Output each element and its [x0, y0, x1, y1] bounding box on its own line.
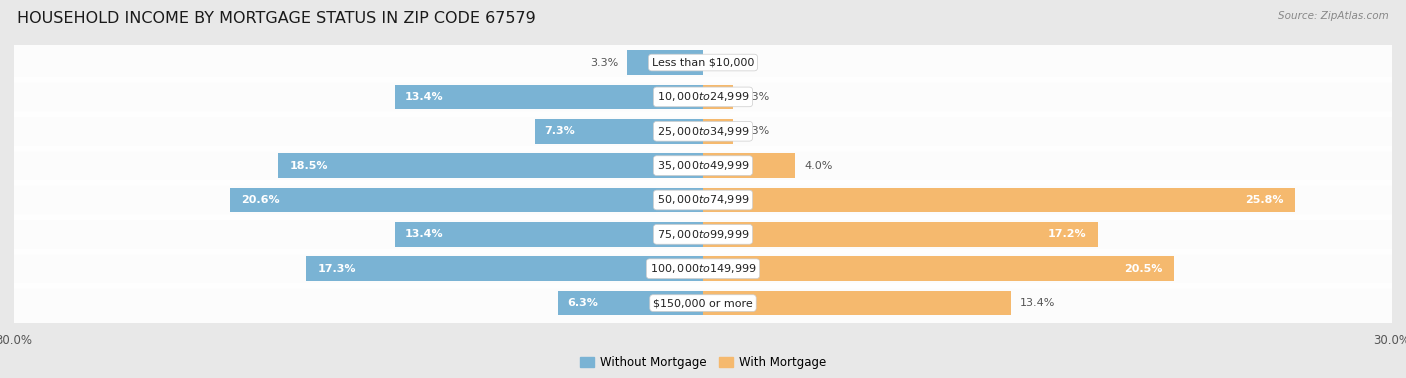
FancyBboxPatch shape	[0, 77, 1406, 117]
Text: Source: ZipAtlas.com: Source: ZipAtlas.com	[1278, 11, 1389, 21]
Text: HOUSEHOLD INCOME BY MORTGAGE STATUS IN ZIP CODE 67579: HOUSEHOLD INCOME BY MORTGAGE STATUS IN Z…	[17, 11, 536, 26]
FancyBboxPatch shape	[0, 283, 1406, 323]
Text: 7.3%: 7.3%	[544, 126, 575, 136]
Bar	[395, 222, 703, 247]
Bar	[703, 291, 1011, 316]
Text: $150,000 or more: $150,000 or more	[654, 298, 752, 308]
Text: 1.3%: 1.3%	[742, 126, 770, 136]
Bar	[305, 256, 703, 281]
Bar	[703, 85, 733, 109]
FancyBboxPatch shape	[0, 249, 1406, 289]
Text: 20.5%: 20.5%	[1123, 264, 1163, 274]
Bar	[278, 153, 703, 178]
Bar	[703, 119, 733, 144]
Text: $100,000 to $149,999: $100,000 to $149,999	[650, 262, 756, 275]
Bar	[231, 187, 703, 212]
Text: 17.3%: 17.3%	[318, 264, 356, 274]
Text: 13.4%: 13.4%	[405, 92, 443, 102]
Text: $10,000 to $24,999: $10,000 to $24,999	[657, 90, 749, 104]
Text: $50,000 to $74,999: $50,000 to $74,999	[657, 194, 749, 206]
Text: $75,000 to $99,999: $75,000 to $99,999	[657, 228, 749, 241]
Bar	[703, 187, 1295, 212]
Bar	[627, 50, 703, 75]
Text: Less than $10,000: Less than $10,000	[652, 57, 754, 68]
FancyBboxPatch shape	[0, 180, 1406, 220]
Bar	[395, 85, 703, 109]
FancyBboxPatch shape	[0, 43, 1406, 82]
Legend: Without Mortgage, With Mortgage: Without Mortgage, With Mortgage	[575, 352, 831, 374]
Text: 18.5%: 18.5%	[290, 161, 328, 170]
Bar	[703, 222, 1098, 247]
Text: 1.3%: 1.3%	[742, 92, 770, 102]
FancyBboxPatch shape	[0, 112, 1406, 151]
Bar	[558, 291, 703, 316]
Text: $35,000 to $49,999: $35,000 to $49,999	[657, 159, 749, 172]
Text: $25,000 to $34,999: $25,000 to $34,999	[657, 125, 749, 138]
Text: 20.6%: 20.6%	[242, 195, 280, 205]
Text: 17.2%: 17.2%	[1047, 229, 1087, 239]
Text: 13.4%: 13.4%	[405, 229, 443, 239]
Text: 25.8%: 25.8%	[1246, 195, 1284, 205]
Text: 3.3%: 3.3%	[589, 57, 619, 68]
Text: 13.4%: 13.4%	[1019, 298, 1056, 308]
FancyBboxPatch shape	[0, 214, 1406, 254]
Bar	[703, 256, 1174, 281]
Text: 6.3%: 6.3%	[568, 298, 599, 308]
FancyBboxPatch shape	[0, 146, 1406, 186]
Bar	[703, 153, 794, 178]
Bar	[536, 119, 703, 144]
Text: 0.0%: 0.0%	[713, 57, 741, 68]
Text: 4.0%: 4.0%	[804, 161, 832, 170]
